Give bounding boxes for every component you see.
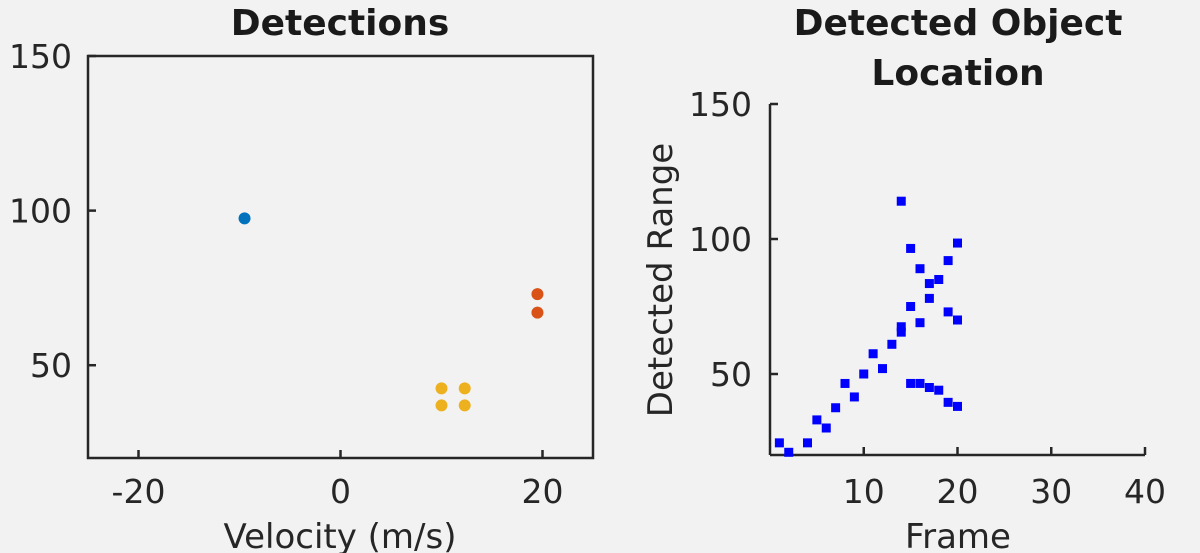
data-point (435, 399, 448, 412)
data-point (906, 302, 916, 311)
x-axis-label: Frame (905, 517, 1011, 553)
data-point (887, 339, 897, 349)
data-point (774, 438, 784, 448)
y-tick-label: 50 (30, 346, 72, 385)
data-point (831, 403, 841, 413)
data-point (784, 447, 794, 457)
x-tick-labels: 10 20 30 40 (843, 447, 1166, 511)
data-point (458, 382, 471, 395)
data-point (435, 382, 448, 395)
y-tick-label: 100 (9, 192, 72, 231)
data-point (840, 378, 850, 388)
detected-object-location-chart: Detected Object Location 10 20 30 40 50 100 1… (641, 3, 1166, 553)
x-tick-label: 40 (1124, 472, 1166, 511)
data-point (943, 307, 953, 317)
data-point (934, 275, 944, 284)
data-point (238, 212, 251, 225)
data-point (896, 196, 906, 206)
data-point (943, 256, 953, 266)
detections-chart: Detections -20 0 20 50 100 150 Velocity (m/s… (9, 3, 595, 553)
data-point (878, 364, 887, 374)
x-tick-label: 20 (522, 472, 564, 511)
y-tick-label: 50 (710, 355, 752, 394)
y-tick-label: 100 (689, 220, 752, 259)
data-point (531, 306, 544, 319)
chart-title-line-2: Location (871, 53, 1044, 94)
scatter-points (238, 212, 544, 412)
data-point (906, 378, 916, 388)
data-point (924, 279, 934, 289)
x-tick-label: 0 (330, 472, 351, 511)
x-tick-label: -20 (112, 472, 166, 511)
scatter-points (774, 196, 962, 457)
data-point (803, 438, 812, 448)
y-tick-label: 150 (689, 85, 752, 124)
x-tick-labels: -20 0 20 (112, 450, 564, 511)
data-point (915, 318, 925, 328)
chart-title-line-1: Detected Object (794, 3, 1123, 44)
x-tick-label: 30 (1030, 472, 1072, 511)
data-point (896, 327, 906, 337)
x-axis-label: Velocity (m/s) (223, 517, 456, 553)
data-point (924, 293, 934, 303)
plot-box (86, 54, 595, 460)
data-point (953, 315, 962, 325)
data-point (859, 369, 869, 379)
data-point (915, 378, 925, 388)
y-tick-labels: 50 100 150 (689, 85, 778, 394)
data-point (924, 383, 934, 392)
data-point (953, 401, 962, 411)
data-point (458, 399, 471, 412)
x-tick-label: 20 (937, 472, 979, 511)
data-point (821, 423, 831, 433)
data-point (934, 385, 944, 395)
x-tick-label: 10 (843, 472, 885, 511)
data-point (896, 322, 906, 332)
chart-title: Detections (231, 3, 450, 44)
data-point (915, 264, 925, 274)
data-point (953, 238, 962, 248)
data-point (906, 243, 916, 253)
data-point (849, 392, 859, 402)
data-point (868, 349, 878, 359)
data-point (943, 397, 953, 407)
y-axis-label: Detected Range (641, 143, 681, 417)
y-tick-labels: 50 100 150 (9, 37, 96, 385)
y-tick-label: 150 (9, 37, 72, 76)
data-point (531, 288, 544, 301)
data-point (812, 415, 822, 425)
